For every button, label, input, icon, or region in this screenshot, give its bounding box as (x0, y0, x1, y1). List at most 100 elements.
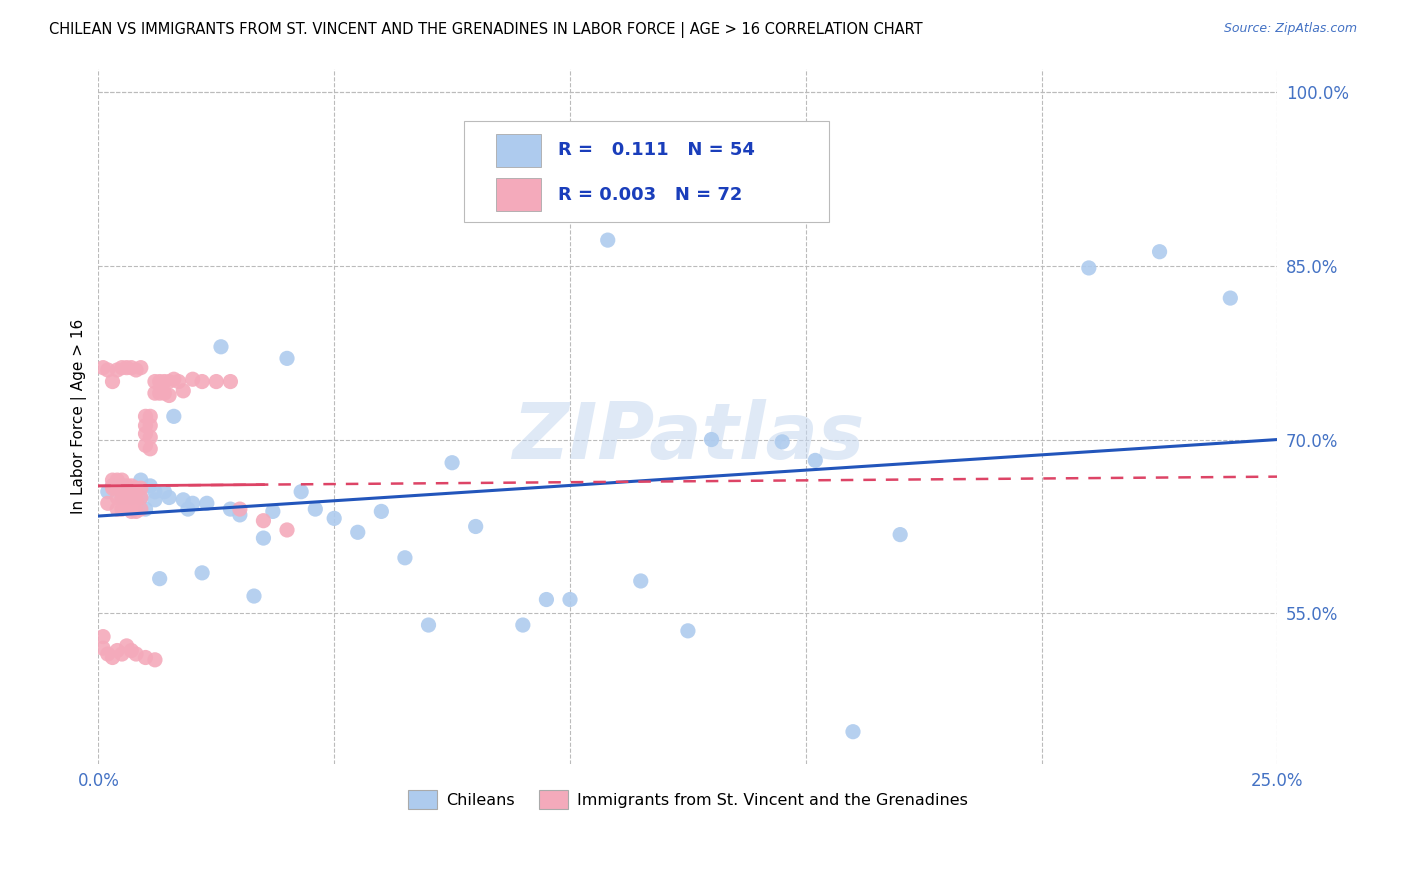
Point (143, 484, 166, 499)
Point (111, 479, 134, 493)
Point (129, 491, 152, 505)
Point (129, 491, 152, 505)
Point (97, 496, 120, 510)
Text: R =   0.111   N = 54: R = 0.111 N = 54 (558, 142, 755, 160)
FancyBboxPatch shape (464, 120, 830, 221)
Legend: Chileans, Immigrants from St. Vincent and the Grenadines: Chileans, Immigrants from St. Vincent an… (402, 784, 974, 815)
Point (105, 643, 128, 657)
Point (157, 388, 180, 402)
Point (134, 438, 156, 452)
Point (181, 372, 204, 386)
Point (304, 502, 326, 516)
Point (129, 502, 152, 516)
Point (139, 409, 162, 424)
Point (101, 375, 124, 389)
Text: Source: ZipAtlas.com: Source: ZipAtlas.com (1223, 22, 1357, 36)
Point (1149, 244, 1171, 259)
Point (149, 386, 172, 401)
Point (134, 426, 156, 441)
Bar (496, 178, 540, 211)
Point (115, 484, 138, 499)
Point (163, 409, 186, 424)
Point (120, 360, 142, 375)
Point (120, 492, 142, 507)
Point (394, 550, 416, 565)
Point (111, 647, 134, 661)
Point (111, 481, 134, 495)
Point (464, 519, 486, 533)
Point (105, 363, 128, 377)
Point (149, 375, 172, 389)
Point (181, 496, 204, 510)
Point (125, 481, 148, 495)
Point (105, 491, 128, 505)
Point (115, 496, 138, 510)
Point (276, 523, 298, 537)
Text: CHILEAN VS IMMIGRANTS FROM ST. VINCENT AND THE GRENADINES IN LABOR FORCE | AGE >: CHILEAN VS IMMIGRANTS FROM ST. VINCENT A… (49, 22, 922, 38)
Point (101, 481, 124, 495)
Point (101, 650, 124, 665)
Point (370, 504, 392, 518)
Point (191, 375, 214, 389)
Point (120, 643, 142, 657)
Point (243, 589, 266, 603)
Point (172, 492, 194, 507)
Point (120, 504, 142, 518)
Point (105, 481, 128, 495)
Point (111, 491, 134, 505)
Point (111, 360, 134, 375)
Point (153, 484, 176, 499)
Point (125, 363, 148, 377)
Point (195, 496, 218, 510)
Point (129, 481, 152, 495)
Point (125, 504, 148, 518)
Point (143, 492, 166, 507)
Point (111, 492, 134, 507)
Point (172, 384, 194, 398)
Point (558, 592, 581, 607)
Bar (496, 134, 540, 167)
Point (91, 360, 114, 375)
Point (191, 566, 214, 580)
Point (290, 484, 312, 499)
Point (229, 502, 252, 516)
Point (115, 639, 138, 653)
Point (153, 386, 176, 401)
Point (630, 574, 652, 588)
Point (153, 375, 176, 389)
Point (120, 481, 142, 495)
Y-axis label: In Labor Force | Age > 16: In Labor Force | Age > 16 (72, 318, 87, 514)
Point (111, 502, 134, 516)
Point (157, 375, 180, 389)
Point (129, 473, 152, 487)
Point (115, 479, 138, 493)
Point (91, 630, 114, 644)
Point (115, 484, 138, 499)
Point (219, 375, 242, 389)
Point (536, 592, 558, 607)
Point (91, 641, 114, 656)
Point (120, 491, 142, 505)
Point (120, 479, 142, 493)
Point (134, 418, 156, 433)
Point (105, 481, 128, 495)
Text: R = 0.003   N = 72: R = 0.003 N = 72 (558, 186, 742, 203)
Point (129, 360, 152, 375)
Point (139, 430, 162, 444)
Point (842, 724, 865, 739)
Point (105, 502, 128, 516)
Point (323, 511, 346, 525)
Point (139, 442, 162, 456)
Point (177, 502, 200, 516)
Point (134, 502, 156, 516)
Point (134, 409, 156, 424)
Point (229, 508, 252, 522)
Point (252, 514, 274, 528)
Point (441, 456, 464, 470)
Point (143, 653, 166, 667)
Point (134, 650, 156, 665)
Point (163, 372, 186, 386)
Point (105, 473, 128, 487)
Point (97, 647, 120, 661)
Point (101, 479, 124, 493)
